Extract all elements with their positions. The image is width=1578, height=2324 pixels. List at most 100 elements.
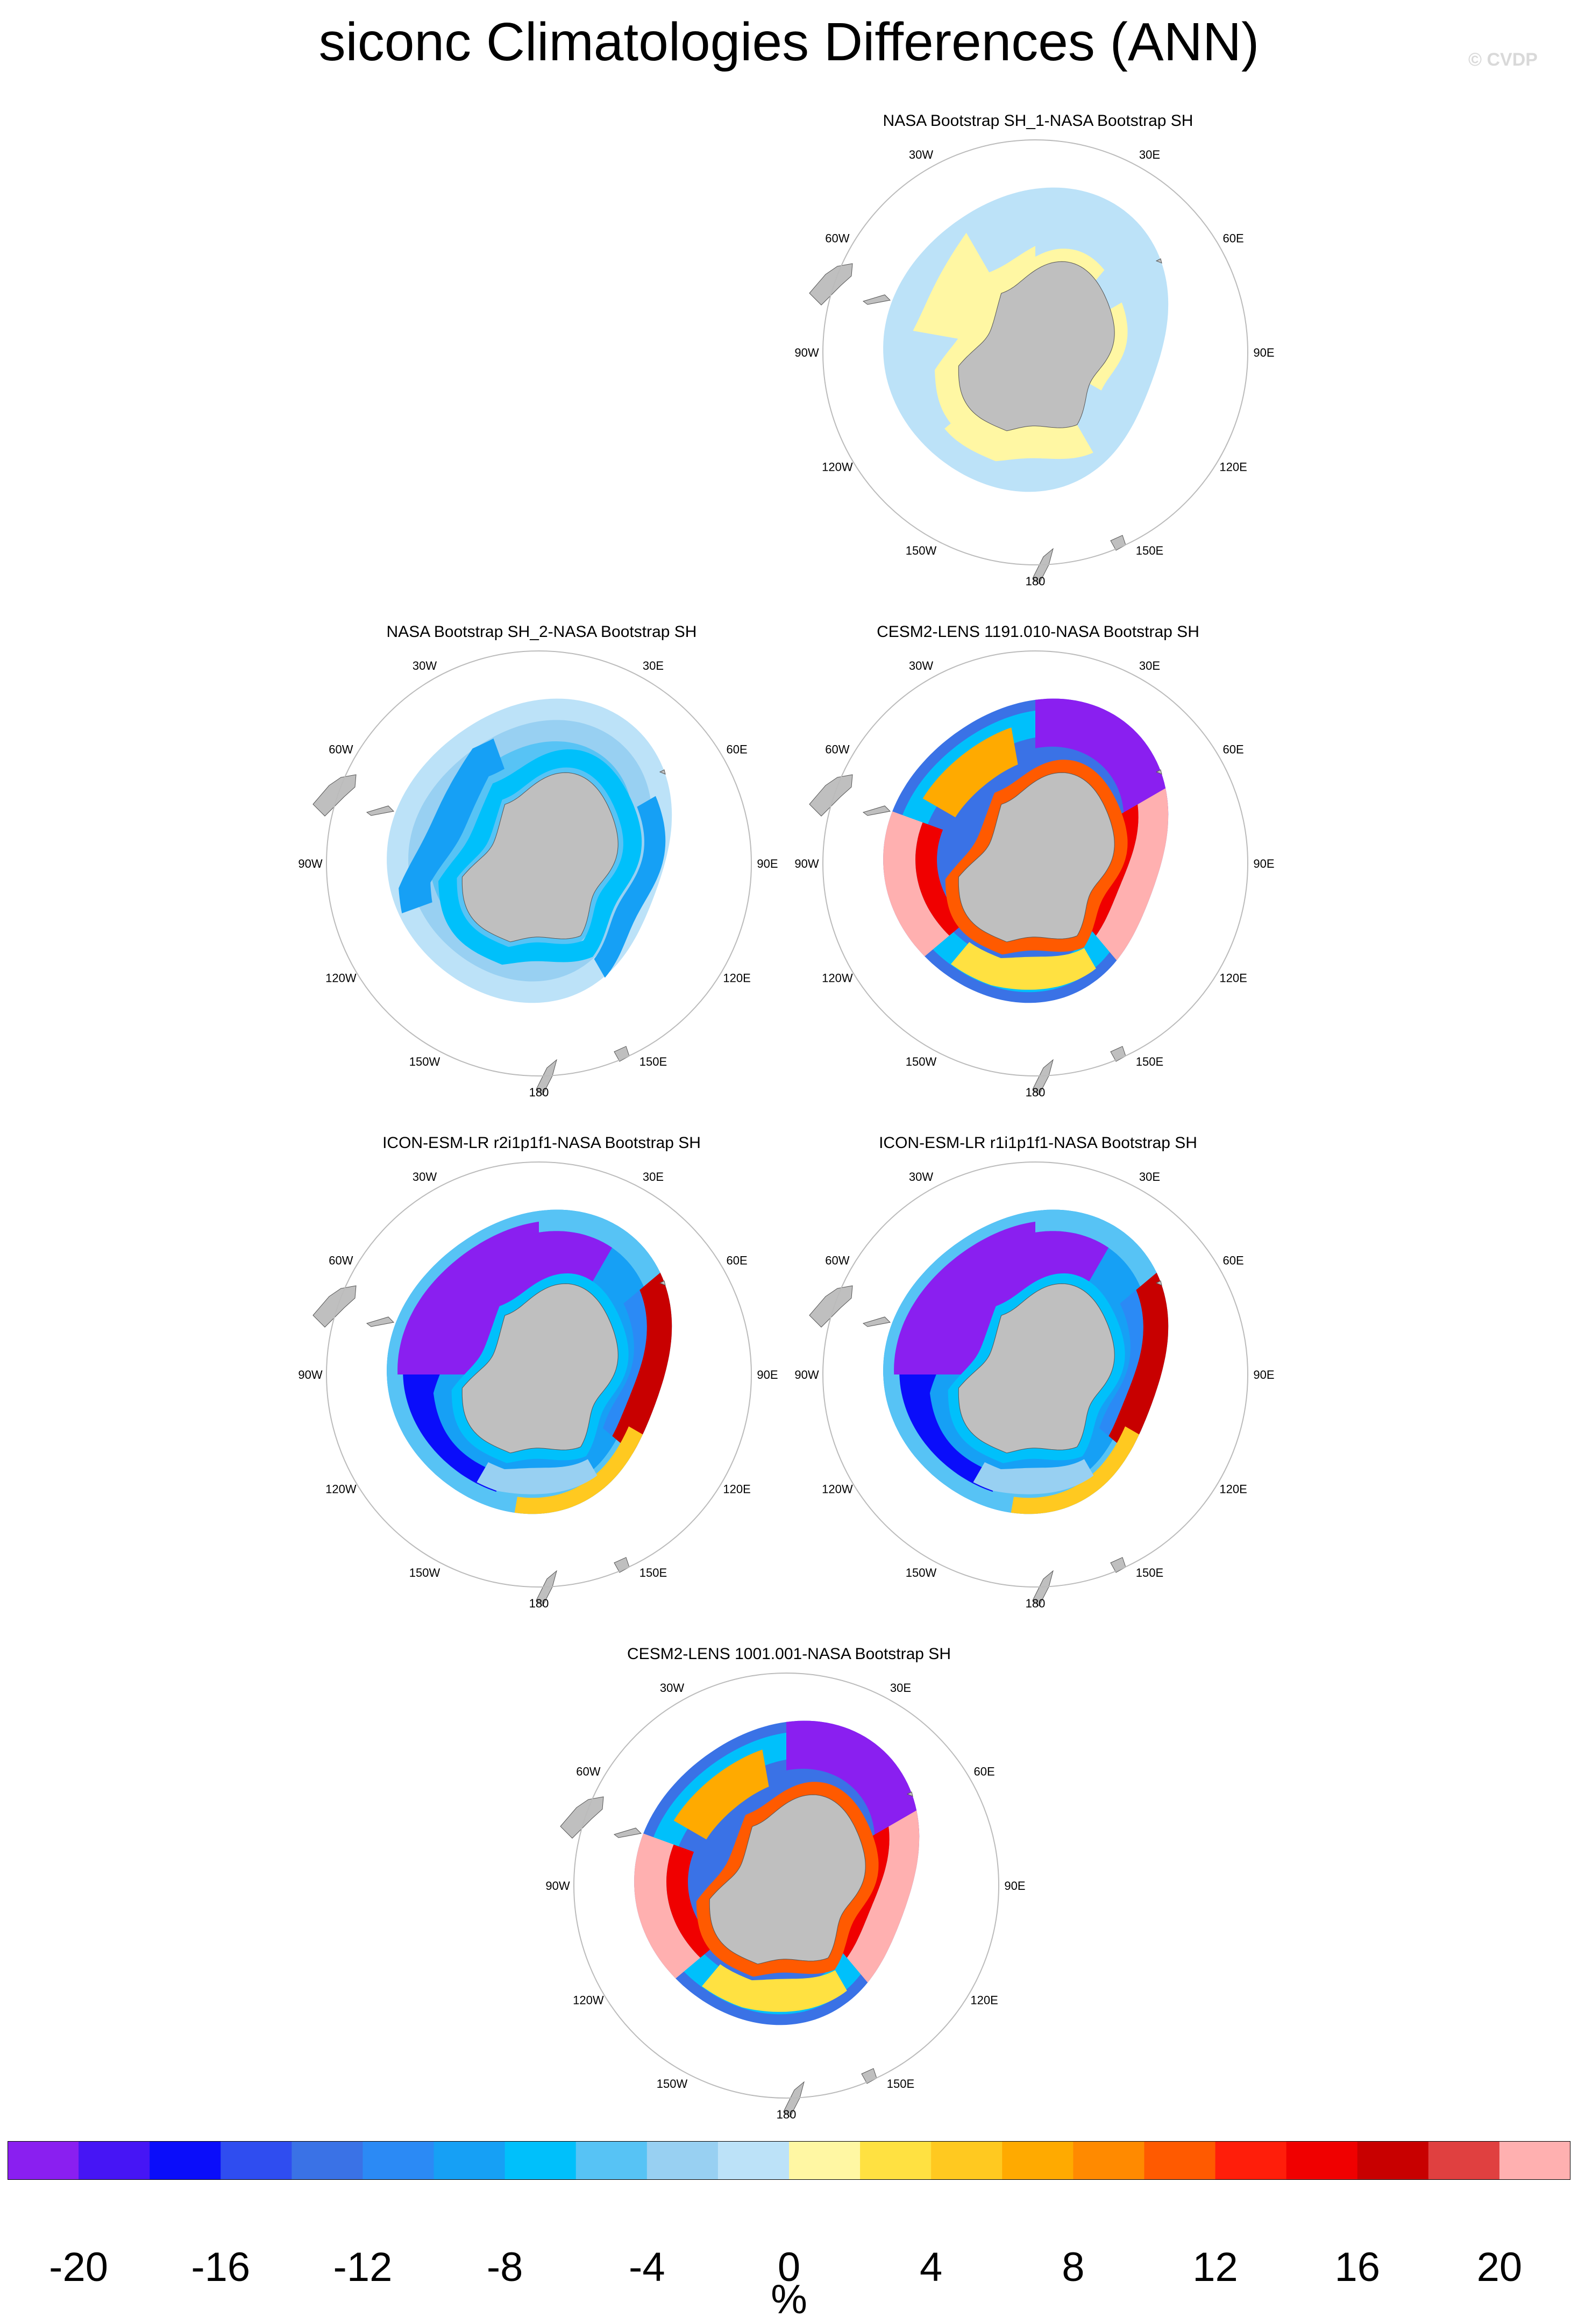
antarctica-landmass — [709, 1794, 866, 1965]
longitude-label: 90W — [298, 857, 322, 870]
longitude-label: 30W — [413, 1170, 437, 1184]
panel-title: NASA Bootstrap SH_1-NASA Bootstrap SH — [883, 112, 1193, 130]
longitude-label: 180 — [529, 1086, 549, 1099]
antarctica-landmass — [461, 1283, 619, 1454]
polar-map: 030E60E90E120E150E180150W120W90W60W30W — [794, 650, 1275, 1099]
kerguelen-island — [1155, 258, 1162, 264]
longitude-label: 150W — [906, 544, 937, 557]
sic-anomaly-patch — [913, 232, 1001, 343]
colorbar-swatch — [1428, 2141, 1500, 2180]
longitude-label: 30W — [909, 148, 933, 161]
longitude-label: 150E — [1136, 1566, 1163, 1579]
falkland-islands — [862, 805, 891, 816]
longitude-label: 120W — [822, 972, 853, 985]
new-zealand — [536, 1059, 557, 1095]
longitude-label: 150E — [639, 1566, 667, 1579]
longitude-label: 180 — [1026, 1597, 1046, 1610]
longitude-label: 150W — [657, 2077, 688, 2091]
polar-map: 030E60E90E120E150E180150W120W90W60W30W — [298, 650, 778, 1099]
longitude-label: 60E — [1223, 232, 1244, 245]
colorbar-tick-label: 0 — [777, 2244, 801, 2290]
colorbar-tick-label: 20 — [1476, 2244, 1523, 2290]
copyright-watermark: © CVDP — [1468, 49, 1538, 70]
colorbar-swatch — [646, 2141, 719, 2180]
colorbar-swatch — [433, 2141, 506, 2180]
longitude-label: 30E — [1139, 1170, 1160, 1184]
longitude-label: 150W — [906, 1566, 937, 1579]
longitude-label: 30E — [643, 1170, 664, 1184]
antarctica-landmass — [958, 772, 1115, 943]
longitude-label: 150E — [887, 2077, 914, 2091]
south-america-tip — [560, 1796, 604, 1839]
colorbar-tick-label: 8 — [1062, 2244, 1085, 2290]
colorbar-tick-label: -20 — [49, 2244, 108, 2290]
sic-anomaly-patch — [945, 760, 1128, 955]
colorbar-swatch — [789, 2141, 861, 2180]
longitude-label: 60E — [727, 1254, 748, 1267]
longitude-label: 180 — [1026, 575, 1046, 588]
longitude-label: 120E — [723, 972, 750, 985]
longitude-label: 90E — [1253, 346, 1274, 359]
colorbar-swatch — [362, 2141, 435, 2180]
sic-anomaly-patch — [1099, 1289, 1143, 1436]
new-zealand — [783, 2081, 805, 2117]
longitude-label: 120W — [325, 1483, 357, 1496]
sic-anomaly-patch — [899, 1374, 999, 1492]
longitude-label: 60E — [727, 743, 748, 756]
sic-anomaly-patch — [1035, 698, 1169, 832]
colorbar-tick-label: 16 — [1334, 2244, 1380, 2290]
longitude-label: 30W — [909, 1170, 933, 1184]
kerguelen-island — [659, 769, 666, 775]
longitude-label: 90W — [794, 346, 819, 359]
sic-anomaly-patch — [847, 1810, 920, 1983]
longitude-label: 180 — [1026, 1086, 1046, 1099]
new-zealand — [1032, 1570, 1054, 1606]
longitude-label: 60W — [576, 1765, 600, 1779]
longitude-label: 30W — [909, 659, 933, 672]
longitude-label: 120E — [723, 1483, 750, 1496]
sic-anomaly-patch — [696, 1782, 879, 1977]
sic-anomaly-patch — [602, 1289, 647, 1436]
colorbar-swatch — [150, 2141, 221, 2180]
sic-anomaly-patch — [514, 1426, 643, 1514]
colorbar-swatch — [1073, 2141, 1145, 2180]
sic-anomaly-patch — [1108, 1272, 1169, 1454]
longitude-label: 60W — [825, 232, 849, 245]
sic-anomaly-patch — [973, 1459, 1094, 1494]
longitude-label: 90E — [1253, 857, 1274, 870]
new-zealand — [1032, 1059, 1054, 1095]
longitude-label: 120E — [1219, 460, 1247, 474]
colorbar-tick-label: -16 — [191, 2244, 251, 2290]
south-america-tip — [312, 774, 357, 817]
colorbar-swatch — [1002, 2141, 1074, 2180]
longitude-label: 180 — [777, 2108, 797, 2121]
sic-anomaly-patch — [786, 1720, 920, 1854]
longitude-label: 120E — [970, 1994, 998, 2007]
falkland-islands — [366, 805, 395, 816]
colorbar-swatch — [860, 2141, 932, 2180]
colorbar-swatch — [575, 2141, 648, 2180]
panel-title: ICON-ESM-LR r1i1p1f1-NASA Bootstrap SH — [879, 1134, 1197, 1152]
longitude-label: 150E — [1136, 1055, 1163, 1068]
colorbar-frame — [8, 2141, 1570, 2180]
longitude-label: 150E — [1136, 544, 1163, 557]
map-boundary-circle — [822, 650, 1248, 1076]
sea-ice-difference-field — [634, 1720, 920, 2025]
longitude-label: 120W — [325, 972, 357, 985]
longitude-label: 90W — [298, 1368, 322, 1381]
longitude-label: 60E — [1223, 743, 1244, 756]
south-america-tip — [809, 774, 853, 817]
antarctica-landmass — [958, 1283, 1115, 1454]
panel-title: CESM2-LENS 1001.001-NASA Bootstrap SH — [627, 1645, 951, 1663]
longitude-label: 90E — [1004, 1879, 1025, 1893]
map-panel-5: ICON-ESM-LR r1i1p1f1-NASA Bootstrap SH 0… — [788, 1132, 1288, 1638]
polar-map: 030E60E90E120E150E180150W120W90W60W30W — [794, 139, 1275, 588]
sic-anomaly-patch — [666, 1844, 717, 1958]
sic-anomaly-patch — [673, 1749, 769, 1840]
colorbar-swatch — [221, 2141, 292, 2180]
colorbar-swatch — [504, 2141, 577, 2180]
map-boundary-circle — [822, 1161, 1248, 1588]
panel-title: NASA Bootstrap SH_2-NASA Bootstrap SH — [386, 623, 697, 641]
map-panel-2: NASA Bootstrap SH_2-NASA Bootstrap SH 03… — [292, 621, 792, 1127]
longitude-label: 60W — [825, 743, 849, 756]
